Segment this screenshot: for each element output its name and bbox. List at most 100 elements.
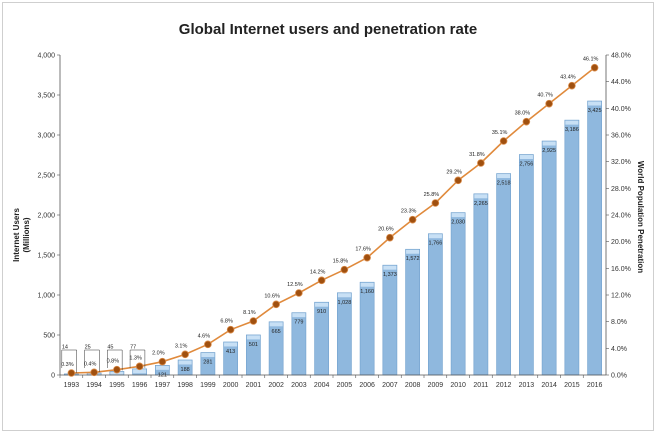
x-tick-label: 2008	[405, 382, 421, 389]
chart-title: Global Internet users and penetration ra…	[179, 21, 477, 38]
axes: 0 500 1,000 1,500 2,000 2,500 3,000 3,500 4,000 0…	[37, 53, 630, 390]
y-left-tick-label: 2,000	[37, 213, 55, 220]
bar-cap-1996	[133, 369, 147, 374]
bar-cap-2006	[360, 282, 374, 287]
bar-value-label: 2,518	[497, 181, 511, 187]
data-labels: 0.3% 0.4% 0.8% 1.3% 2.0% 3.1% 4.6% 6.8% 8.1% 10.6…	[61, 57, 601, 379]
bar-2000	[223, 341, 238, 376]
penetration-label: 0.4%	[84, 361, 97, 367]
penetration-point-2004	[317, 276, 326, 285]
bar-cap-2003	[292, 313, 306, 318]
bar-cap-2014	[542, 141, 556, 146]
callout-line	[107, 349, 123, 371]
y-right-tick-label: 40.0%	[611, 106, 631, 113]
x-tick-label: 2010	[450, 382, 466, 389]
bar-value-label: 45	[107, 345, 113, 351]
penetration-point-2007	[386, 233, 394, 242]
penetration-label: 12.5%	[287, 282, 303, 288]
penetration-label: 3.1%	[175, 343, 188, 349]
y-right-tick-label: 44.0%	[611, 79, 631, 86]
line-series	[67, 63, 599, 377]
combo-chart: Global Internet users and penetration ra…	[12, 21, 645, 390]
bar-value-label: 413	[226, 349, 235, 355]
bar-2007	[382, 264, 398, 376]
penetration-label: 15.8%	[333, 259, 349, 265]
bar-cap-2016	[588, 101, 602, 106]
bar-cap-2011	[474, 194, 488, 199]
svg-text:(Millions): (Millions)	[22, 217, 31, 252]
penetration-point-1996	[135, 362, 144, 371]
x-tick-label: 1995	[109, 382, 125, 389]
bar-value-label: 2,925	[542, 148, 556, 154]
bar-cap-1997	[155, 365, 169, 370]
x-tick-label: 2002	[268, 382, 284, 389]
y-left-tick-label: 500	[43, 333, 55, 340]
bar-cap-2008	[406, 249, 420, 254]
penetration-point-1999	[204, 340, 212, 349]
penetration-label: 23.3%	[401, 209, 417, 215]
penetration-point-2008	[408, 215, 417, 224]
bar-2015	[564, 119, 580, 376]
x-tick-label: 2005	[337, 382, 353, 389]
penetration-label: 29.2%	[446, 169, 462, 175]
penetration-label: 0.8%	[107, 359, 120, 365]
y-right-tick-label: 32.0%	[611, 159, 631, 166]
x-tick-label: 2007	[382, 382, 398, 389]
penetration-point-2012	[499, 137, 508, 145]
x-tick-label: 2013	[519, 382, 535, 389]
penetration-point-2000	[226, 325, 235, 334]
x-tick-label: 2004	[314, 382, 330, 389]
bar-value-label: 281	[203, 360, 212, 366]
x-tick-label: 1997	[155, 382, 171, 389]
penetration-point-2006	[363, 253, 371, 262]
x-tick-label: 2011	[473, 382, 488, 389]
penetration-label: 40.7%	[537, 93, 553, 99]
callout-line	[84, 349, 100, 372]
x-tick-label: 2006	[359, 382, 375, 389]
bar-cap-2009	[428, 234, 442, 239]
bar-2016	[587, 100, 602, 376]
penetration-label: 43.4%	[560, 75, 576, 81]
x-tick-label: 1993	[64, 382, 80, 389]
y-right-tick-label: 4.0%	[611, 346, 627, 353]
bar-value-label: 1,766	[428, 241, 442, 247]
y-right-tick-label: 8.0%	[611, 319, 627, 326]
bar-value-label: 665	[272, 329, 281, 335]
penetration-point-2001	[249, 317, 258, 325]
y-right-title: World Population Penetration	[636, 161, 645, 273]
penetration-label: 38.0%	[515, 111, 531, 117]
penetration-point-2011	[477, 159, 485, 167]
penetration-label: 14.2%	[310, 269, 326, 275]
y-right-tick-label: 24.0%	[611, 213, 631, 220]
bar-cap-2007	[383, 265, 397, 270]
x-tick-label: 2016	[587, 382, 603, 389]
bar-value-label: 1,028	[337, 300, 351, 306]
bar-cap-1998	[178, 360, 192, 365]
x-tick-label: 2003	[291, 382, 307, 389]
bar-cap-2015	[565, 120, 579, 125]
bar-cap-1999	[201, 353, 215, 358]
penetration-label: 2.0%	[152, 351, 165, 357]
penetration-point-2002	[272, 300, 280, 309]
y-left-tick-label: 1,000	[37, 293, 55, 300]
bar-value-label: 2,030	[451, 220, 465, 226]
bar-value-label: 2,756	[519, 162, 533, 168]
penetration-point-2010	[454, 176, 462, 185]
penetration-label: 20.6%	[378, 227, 394, 233]
bar-cap-2012	[497, 174, 511, 179]
y-left-tick-label: 1,500	[37, 253, 55, 260]
bar-2009	[428, 233, 443, 376]
y-right-tick-label: 20.0%	[611, 239, 631, 246]
penetration-point-2009	[431, 199, 440, 207]
bar-cap-2010	[451, 213, 465, 218]
bar-2010	[450, 212, 466, 376]
penetration-point-2005	[340, 265, 349, 274]
bar-cap-2002	[269, 322, 283, 327]
bar-cap-2004	[315, 302, 329, 307]
bar-value-label: 2,265	[474, 201, 488, 207]
x-tick-label: 1999	[200, 382, 216, 389]
penetration-point-1994	[90, 368, 98, 377]
bar-value-label: 779	[294, 320, 303, 326]
y-left-tick-label: 3,000	[37, 133, 55, 140]
x-tick-label: 2012	[496, 382, 512, 389]
